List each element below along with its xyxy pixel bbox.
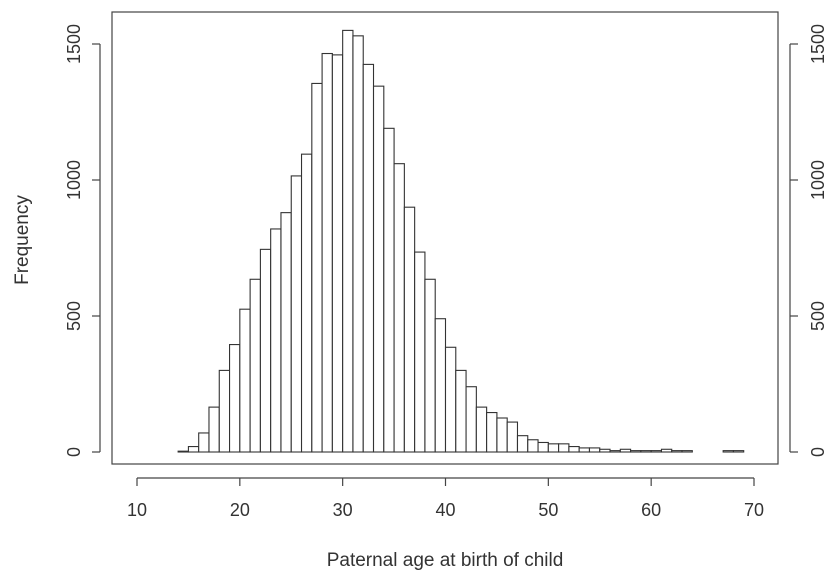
x-tick-label: 60 bbox=[641, 500, 661, 520]
x-tick-label: 10 bbox=[127, 500, 147, 520]
bars-group bbox=[177, 29, 745, 453]
histogram-bar bbox=[187, 446, 200, 453]
y-tick-label-right: 0 bbox=[808, 447, 828, 457]
histogram-bar bbox=[362, 63, 375, 453]
x-tick-label: 50 bbox=[538, 500, 558, 520]
histogram-bar bbox=[455, 369, 467, 453]
histogram-bar bbox=[270, 228, 282, 453]
x-tick-label: 70 bbox=[744, 500, 764, 520]
histogram-bar bbox=[630, 450, 642, 453]
y-axis-label: Frequency bbox=[12, 195, 33, 285]
histogram-bar bbox=[383, 127, 395, 453]
histogram-bar bbox=[660, 448, 673, 453]
histogram-bar bbox=[609, 450, 621, 453]
histogram-bar bbox=[465, 386, 477, 453]
histogram-bar bbox=[342, 29, 354, 453]
histogram-bar bbox=[496, 417, 508, 453]
y-tick-label-right: 500 bbox=[808, 301, 828, 331]
histogram-bar bbox=[506, 421, 519, 453]
histogram-bar bbox=[475, 406, 488, 453]
y-tick-label-right: 1500 bbox=[808, 24, 828, 64]
histogram-bar bbox=[619, 448, 632, 453]
y-tick-label-left: 500 bbox=[64, 301, 84, 331]
histogram-bar bbox=[393, 163, 405, 453]
histogram-bar bbox=[372, 85, 385, 453]
histogram-bar bbox=[486, 412, 498, 453]
histogram-bar bbox=[403, 206, 416, 453]
y-axis-right: 0 500 1000 1500 bbox=[789, 24, 828, 457]
histogram-bar bbox=[280, 212, 292, 453]
histogram-bar bbox=[239, 308, 251, 453]
histogram-bar bbox=[311, 82, 323, 453]
histogram-bar bbox=[218, 369, 231, 453]
x-axis: 10 20 30 40 50 60 70 bbox=[127, 477, 764, 520]
histogram-bar bbox=[331, 54, 344, 453]
histogram-bar bbox=[568, 446, 580, 453]
histogram-bar bbox=[300, 153, 313, 453]
x-tick-label: 30 bbox=[333, 500, 353, 520]
y-tick-label-left: 1500 bbox=[64, 24, 84, 64]
histogram-bar bbox=[671, 450, 683, 453]
histogram-bar bbox=[424, 278, 436, 453]
histogram-bar bbox=[177, 450, 189, 453]
histogram-bar bbox=[352, 35, 364, 453]
histogram-bar bbox=[732, 450, 745, 453]
histogram-bar bbox=[198, 432, 210, 453]
histogram-bar bbox=[249, 278, 261, 453]
plot-frame bbox=[111, 11, 779, 465]
histogram-bar bbox=[516, 435, 529, 453]
histogram-bar bbox=[434, 318, 447, 453]
histogram-bar bbox=[414, 251, 426, 453]
y-axis-left: 0 500 1000 1500 bbox=[64, 24, 101, 457]
histogram-bar bbox=[558, 443, 570, 453]
histogram-bar bbox=[681, 450, 693, 453]
histogram-bar bbox=[321, 52, 333, 453]
histogram-bar bbox=[444, 346, 457, 453]
histogram-bar bbox=[527, 439, 539, 453]
y-tick-label-left: 1000 bbox=[64, 160, 84, 200]
y-tick-label-right: 1000 bbox=[808, 160, 828, 200]
histogram-bar bbox=[290, 175, 303, 453]
histogram-bar bbox=[259, 248, 272, 453]
histogram-bar bbox=[588, 447, 601, 453]
histogram-bar bbox=[722, 450, 734, 453]
histogram-bar bbox=[640, 450, 652, 453]
x-tick-label: 20 bbox=[230, 500, 250, 520]
x-axis-label: Paternal age at birth of child bbox=[327, 550, 564, 571]
histogram-bar bbox=[537, 441, 549, 453]
y-tick-label-left: 0 bbox=[64, 447, 84, 457]
histogram-bar bbox=[229, 344, 241, 453]
histogram-bar bbox=[578, 447, 591, 453]
histogram-bar bbox=[650, 450, 662, 453]
histogram-bar bbox=[599, 448, 611, 453]
histogram-bar bbox=[208, 406, 220, 453]
histogram-bar bbox=[547, 443, 560, 453]
x-tick-label: 40 bbox=[435, 500, 455, 520]
